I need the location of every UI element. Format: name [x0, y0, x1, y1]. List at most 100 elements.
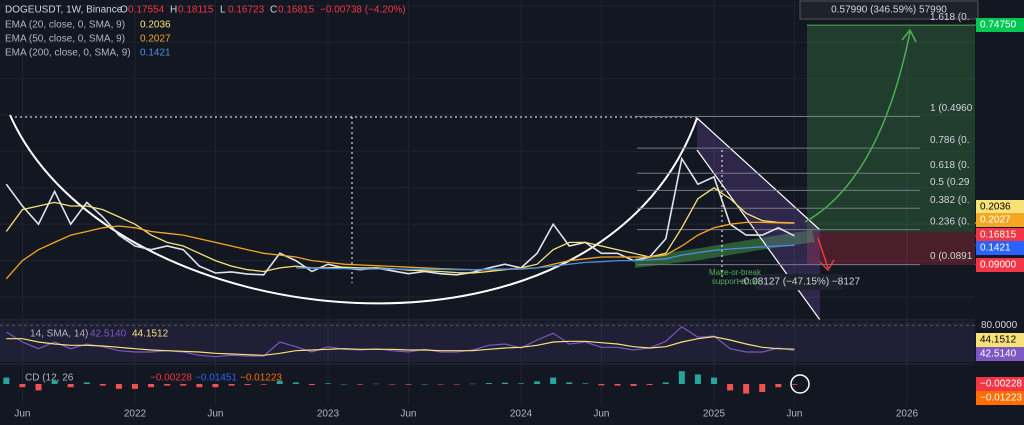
ohlc-key: L — [220, 5, 226, 16]
loss-label-box — [755, 274, 843, 290]
x-tick-label: Jun — [207, 409, 223, 420]
macd-bar — [3, 377, 10, 384]
fib-label: 0.5 (0.29 — [930, 177, 970, 188]
macd-bar — [292, 382, 299, 384]
ohlc-value: 0.16815 — [278, 5, 315, 16]
support-label: support zone — [712, 277, 759, 286]
ohlc-key: O — [120, 5, 128, 16]
indicator-name: EMA (200, close, 0, SMA, 9) — [5, 48, 131, 59]
macd-bar — [148, 384, 155, 388]
macd-bar — [485, 383, 492, 384]
price-tag: 0.16815 — [980, 230, 1017, 241]
x-tick-label: 2022 — [124, 409, 147, 420]
rsi-tag-box — [976, 347, 1024, 361]
macd-value: −0.00228 — [150, 373, 192, 384]
macd-bar — [662, 382, 669, 384]
macd-bar — [373, 383, 380, 385]
macd-bar — [308, 384, 315, 385]
x-tick-label: 2026 — [896, 409, 919, 420]
macd-bar — [727, 384, 734, 391]
rsi-tag: 42.5140 — [980, 349, 1017, 360]
macd-bar — [501, 382, 508, 384]
macd-bar — [115, 384, 122, 389]
price-tag: 0.09000 — [980, 260, 1017, 271]
loss-label: −0.08127 (−47.15%) −8127 — [738, 277, 860, 288]
macd-bar — [212, 384, 219, 388]
price-line — [5, 156, 795, 276]
price-tag-box — [976, 228, 1024, 242]
macd-bar — [19, 384, 26, 388]
macd-bar — [325, 383, 331, 384]
macd-bar — [711, 377, 717, 384]
rsi-tag: 44.1512 — [980, 335, 1017, 346]
price-tag: 0.1421 — [980, 243, 1011, 254]
change: −0.00738 (−4.20%) — [320, 5, 406, 16]
macd-bar — [228, 384, 235, 386]
macd-bar — [276, 380, 283, 384]
macd-bar — [405, 384, 412, 385]
macd-bar — [582, 383, 589, 384]
channel-line — [696, 117, 821, 231]
macd-bar — [341, 384, 348, 385]
fib-label: 0.382 (0. — [930, 195, 969, 206]
macd-bar — [775, 384, 782, 388]
indicator-name: EMA (50, close, 0, SMA, 9) — [5, 34, 125, 45]
indicator-value: 0.2036 — [140, 20, 171, 31]
macd-bar — [180, 384, 187, 386]
x-tick-label: Jun — [593, 409, 609, 420]
price-tag-box — [976, 200, 1024, 214]
macd-bar — [678, 371, 685, 384]
ohlc-key: H — [170, 5, 177, 16]
macd-value: −0.01451 — [195, 373, 237, 384]
price-tag: 0.74750 — [980, 20, 1017, 31]
symbol: DOGEUSDT, 1W, Binance — [5, 5, 123, 16]
ohlc-key: C — [270, 5, 277, 16]
macd-bar — [598, 384, 605, 386]
macd-bar — [357, 384, 364, 385]
macd-bar — [51, 380, 58, 384]
rsi-line — [6, 336, 795, 356]
macd-bar — [389, 384, 396, 385]
cup-arc — [9, 114, 698, 305]
fib-label: 1.618 (0. — [930, 12, 969, 23]
indicator-name: EMA (20, close, 0, SMA, 9) — [5, 20, 125, 31]
macd-bar — [566, 382, 573, 384]
x-tick-label: 2024 — [510, 409, 533, 420]
gain-box — [807, 25, 975, 232]
macd-bar — [83, 382, 90, 384]
price-tag: 0.2036 — [980, 202, 1011, 213]
x-tick-label: Jun — [786, 409, 802, 420]
macd-bar — [694, 374, 701, 384]
rsi-value: 42.5140 — [90, 329, 127, 340]
macd-bar — [630, 384, 637, 386]
macd-bar — [132, 384, 138, 389]
price-tag-box — [976, 213, 1024, 227]
macd-bar — [614, 384, 621, 386]
ohlc-value: 0.18115 — [178, 5, 214, 16]
gain-label-box — [799, 0, 979, 20]
price-tag-box — [976, 18, 1024, 32]
fib-label: 1 (0.4960 — [930, 103, 973, 114]
rsi-tag-box — [976, 333, 1024, 347]
macd-bar — [646, 384, 653, 385]
macd-bar — [35, 384, 42, 391]
fib-label: 0.618 (0. — [930, 160, 969, 171]
indicator-value: 0.1421 — [140, 48, 171, 59]
macd-tag: −0.01223 — [980, 393, 1022, 404]
ema-line — [295, 244, 795, 271]
loss-box — [807, 232, 975, 265]
macd-legend: CD (12, 26 — [25, 373, 74, 384]
ema-line — [5, 221, 795, 280]
macd-tag-box — [976, 377, 1024, 391]
rsi-legend: 14, SMA, 14) — [30, 329, 88, 340]
fib-label: 0.786 (0. — [930, 135, 969, 146]
macd-bar — [67, 384, 74, 388]
macd-bar — [743, 384, 750, 394]
up-arrow — [804, 31, 911, 223]
indicator-value: 0.2027 — [140, 34, 171, 45]
rsi-line — [5, 325, 795, 358]
x-tick-label: 2025 — [703, 409, 726, 420]
fib-label: 0.236 (0. — [930, 216, 969, 227]
macd-bar — [437, 384, 444, 385]
